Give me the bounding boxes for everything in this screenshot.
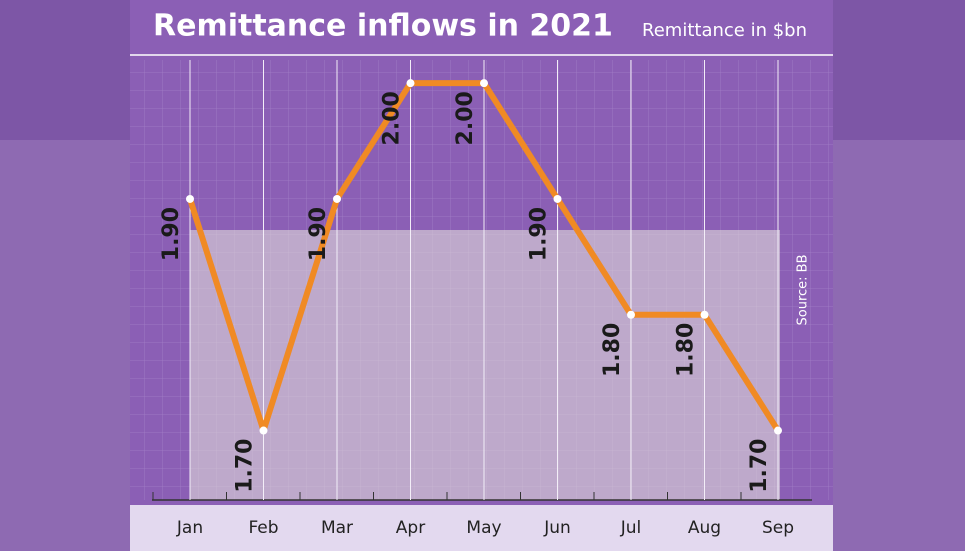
blur-right [833,140,965,551]
x-tick-label: May [466,518,501,538]
data-label: 1.80 [674,323,699,377]
chart-subtitle: Remittance in $bn [642,20,807,41]
x-tick-label: Feb [248,518,278,538]
point [480,79,488,88]
data-label: 1.90 [527,207,552,261]
money-image [190,230,780,500]
x-tick-label: Aug [688,518,721,538]
point [186,194,194,203]
data-label: 1.80 [600,323,625,377]
x-axis-band [130,505,833,551]
blur-left [0,140,130,551]
x-tick-label: Jan [176,518,203,538]
chart-title: Remittance inflows in 2021 [153,9,613,44]
x-tick-label: Apr [396,518,425,538]
x-tick-label: Jul [620,518,642,538]
data-label: 1.90 [306,207,331,261]
data-label: 2.00 [380,91,405,145]
point [700,310,709,319]
data-label: 1.70 [747,439,772,493]
point [553,194,562,203]
point [406,79,415,88]
x-tick-label: Sep [762,518,794,538]
data-label: 1.90 [159,207,184,261]
data-label: 1.70 [233,439,258,493]
x-tick-label: Mar [321,518,353,538]
point [333,194,341,203]
data-label: 2.00 [453,91,478,145]
point [627,310,635,319]
point [259,426,268,435]
x-tick-label: Jun [543,518,571,538]
point [774,426,782,435]
source: Source: BB [796,255,811,326]
